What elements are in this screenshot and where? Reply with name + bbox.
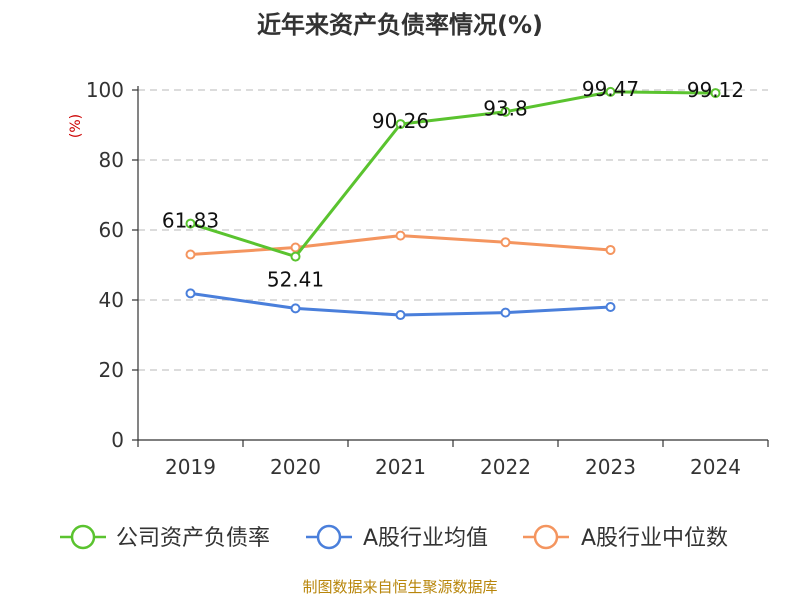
legend-label: 公司资产负债率 <box>116 526 270 551</box>
source-note: 制图数据来自恒生聚源数据库 <box>302 578 497 596</box>
legend-label: A股行业均值 <box>363 526 488 551</box>
data-label: 61.83 <box>162 209 219 233</box>
y-tick-label: 20 <box>99 358 124 382</box>
data-label: 99.47 <box>582 77 639 101</box>
x-tick-label: 2020 <box>270 455 321 479</box>
data-point <box>605 244 616 255</box>
y-axis-label: (%) <box>68 114 84 138</box>
data-point <box>290 303 301 314</box>
x-tick-label: 2024 <box>690 455 741 479</box>
chart-title: 近年来资产负债率情况(%) <box>257 11 543 39</box>
data-point <box>605 86 616 97</box>
legend-marker <box>316 524 342 550</box>
data-point <box>395 119 406 130</box>
x-tick-label: 2022 <box>480 455 531 479</box>
legend-marker <box>70 524 96 550</box>
legend-marker <box>533 524 559 550</box>
data-point <box>500 106 511 117</box>
data-point <box>185 218 196 229</box>
data-point <box>500 237 511 248</box>
data-point <box>185 288 196 299</box>
data-label: 52.41 <box>267 268 324 292</box>
axes: 0 20 40 60 80 100 2019 2020 2021 2022 2023 2024 <box>86 78 769 479</box>
data-point <box>290 242 301 253</box>
x-tick-label: 2019 <box>165 455 216 479</box>
y-tick-label: 0 <box>111 428 124 452</box>
data-point <box>185 249 196 260</box>
data-point <box>395 310 406 321</box>
data-point <box>500 307 511 318</box>
legend: 公司资产负债率 A股行业均值 A股行业中位数 <box>60 524 728 551</box>
data-label: 99.12 <box>687 78 744 102</box>
x-tick-label: 2023 <box>585 455 636 479</box>
data-labels: 61.83 52.41 90.26 93.8 99.47 99.12 <box>162 77 744 292</box>
y-tick-label: 40 <box>99 288 124 312</box>
data-label: 90.26 <box>372 109 429 133</box>
legend-label: A股行业中位数 <box>581 526 728 551</box>
y-tick-label: 60 <box>99 218 124 242</box>
series-layer <box>185 86 721 321</box>
data-label: 93.8 <box>483 97 528 121</box>
series-line <box>190 90 716 259</box>
x-tick-label: 2021 <box>375 455 426 479</box>
data-point <box>710 88 721 99</box>
data-point <box>605 302 616 312</box>
y-tick-label: 100 <box>86 78 124 102</box>
grid-lines <box>138 89 768 371</box>
y-tick-label: 80 <box>99 148 124 172</box>
data-point <box>290 251 301 262</box>
data-point <box>395 230 406 241</box>
